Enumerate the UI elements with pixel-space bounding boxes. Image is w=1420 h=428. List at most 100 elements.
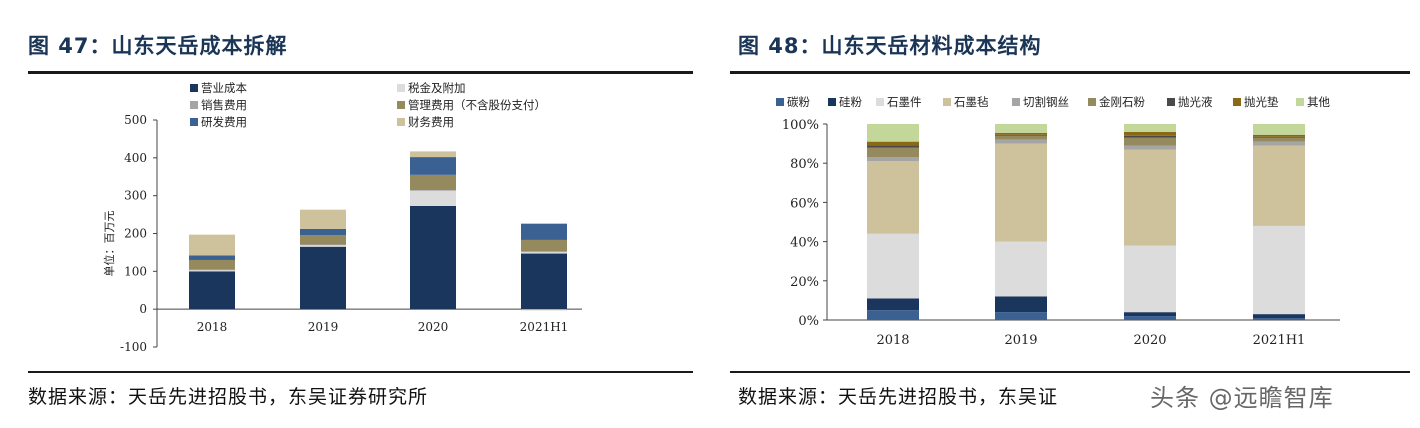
bar-segment xyxy=(995,143,1047,242)
bar-segment xyxy=(300,246,346,310)
legend-label: 金刚石粉 xyxy=(1099,95,1145,109)
bar-segment xyxy=(995,135,1047,140)
left-figure-title: 图 47：山东天岳成本拆解 xyxy=(28,34,288,58)
x-tick-label: 2020 xyxy=(1133,333,1166,348)
bar-segment xyxy=(189,270,235,272)
bar-segment xyxy=(1124,312,1176,317)
watermark: 头条 @远瞻智库 xyxy=(1150,384,1334,412)
y-tick-label: 20% xyxy=(790,275,819,290)
bar-segment xyxy=(1124,137,1176,146)
legend-item: 销售费用 xyxy=(190,98,247,112)
material-cost-chart: 0% 20% 40% 60% 80% 100% 2018 2019 2020 2021H1 碳粉 硅粉… xyxy=(776,95,1340,348)
legend-label: 切割钢丝 xyxy=(1023,95,1069,109)
y-tick-label: 100 xyxy=(124,264,147,278)
y-axis-title: 单位：百万元 xyxy=(102,211,116,277)
legend-label: 碳粉 xyxy=(787,95,810,109)
bar-segment xyxy=(867,157,919,162)
bar-segment xyxy=(995,241,1047,297)
left-source-note: 数据来源：天岳先进招股书，东吴证券研究所 xyxy=(28,386,429,408)
bar-segment xyxy=(189,234,235,256)
legend-item: 硅粉 xyxy=(828,95,862,109)
bar-segment xyxy=(521,239,567,252)
bar-segment xyxy=(1253,145,1305,226)
bar-segment xyxy=(1124,131,1176,136)
legend-label: 营业成本 xyxy=(201,81,247,95)
bar-segment xyxy=(1253,124,1305,135)
y-tick-label: 500 xyxy=(124,113,147,127)
legend-swatch xyxy=(397,118,405,126)
bar-segment xyxy=(521,251,567,253)
bar-segment xyxy=(189,259,235,270)
legend-label: 研发费用 xyxy=(201,115,247,129)
legend-swatch xyxy=(190,84,198,92)
legend-label: 管理费用（不含股份支付） xyxy=(408,98,546,112)
bar-segment xyxy=(995,312,1047,320)
bar-segment xyxy=(1124,145,1176,150)
legend-swatch xyxy=(1296,98,1304,106)
legend-swatch xyxy=(190,101,198,109)
x-tick-label: 2019 xyxy=(1004,333,1037,348)
legend-swatch xyxy=(397,84,405,92)
legend-item: 抛光垫 xyxy=(1233,95,1279,109)
bar-segment xyxy=(1253,137,1305,142)
legend-item: 研发费用 xyxy=(190,115,247,129)
bar-segment xyxy=(1124,135,1176,138)
bar-segment xyxy=(521,223,567,240)
y-tick-label: 0 xyxy=(139,302,147,316)
bar-segment xyxy=(1124,149,1176,246)
bar-segment xyxy=(1124,245,1176,313)
legend-swatch xyxy=(1088,98,1096,106)
x-tick-label: 2018 xyxy=(197,320,228,334)
x-tick-label: 2020 xyxy=(418,320,449,334)
legend-item: 碳粉 xyxy=(776,95,810,109)
bar-segment xyxy=(410,151,456,158)
bar-segment xyxy=(410,205,456,310)
bar-segment xyxy=(410,174,456,190)
legend-label: 抛光垫 xyxy=(1244,95,1279,109)
bar-segment xyxy=(300,245,346,247)
x-tick-label: 2019 xyxy=(308,320,339,334)
bar-segment xyxy=(300,209,346,229)
legend-swatch xyxy=(876,98,884,106)
bar-segment xyxy=(1253,314,1305,319)
legend-swatch xyxy=(776,98,784,106)
y-tick-label: 40% xyxy=(790,236,819,251)
left-bottom-rule xyxy=(28,371,693,373)
legend-swatch xyxy=(397,101,405,109)
right-top-rule xyxy=(730,71,1410,74)
bar-segment xyxy=(521,252,567,254)
bar-segment xyxy=(300,244,346,246)
bar-segment xyxy=(995,296,1047,313)
bar-segment xyxy=(410,189,456,191)
legend-item: 财务费用 xyxy=(397,115,454,129)
bar-segment xyxy=(1253,225,1305,315)
y-tick-label: 300 xyxy=(124,189,147,203)
bar-segment xyxy=(867,141,919,146)
x-tick-label: 2021H1 xyxy=(1253,333,1306,348)
right-figure-title: 图 48：山东天岳材料成本结构 xyxy=(738,34,1042,58)
bar-segment xyxy=(867,298,919,311)
cost-breakdown-chart: 500 400 300 200 100 0 -100 单位：百万元 2018 2019 2020 20… xyxy=(102,81,582,354)
bar-segment xyxy=(1253,318,1305,320)
legend-item: 营业成本 xyxy=(190,81,247,95)
legend-label: 石墨毡 xyxy=(954,95,989,109)
bar-segment xyxy=(1253,134,1305,137)
y-tick-label: 100% xyxy=(782,118,819,133)
bar-segment xyxy=(867,145,919,148)
y-tick-label: 60% xyxy=(790,196,819,211)
legend-label: 财务费用 xyxy=(408,115,454,129)
bar-segment xyxy=(1253,141,1305,146)
legend-swatch xyxy=(943,98,951,106)
bar-segment xyxy=(300,235,346,245)
bar-segment xyxy=(995,139,1047,144)
legend-swatch xyxy=(190,118,198,126)
legend-label: 硅粉 xyxy=(839,95,862,109)
bar-segment xyxy=(300,228,346,236)
legend-label: 销售费用 xyxy=(201,98,247,112)
bar-segment xyxy=(867,161,919,234)
legend-swatch xyxy=(1012,98,1020,106)
bar-segment xyxy=(521,253,567,310)
y-tick-label: 400 xyxy=(124,151,147,165)
right-figure-panel: 图 48：山东天岳材料成本结构 数据来源：天岳先进招股书，东吴证 xyxy=(720,0,1420,428)
x-tick-label: 2018 xyxy=(876,333,909,348)
